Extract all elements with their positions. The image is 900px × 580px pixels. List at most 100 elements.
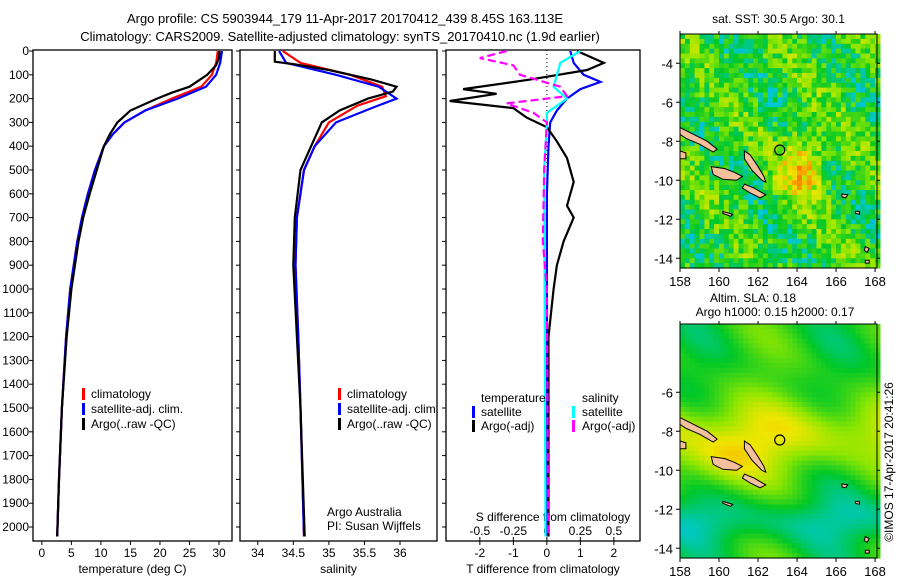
map-cell (875, 475, 881, 481)
map-cell (845, 324, 852, 330)
map-cell (767, 523, 774, 530)
map-cell (758, 253, 764, 259)
map-cell (684, 204, 691, 211)
map-cell (840, 450, 847, 457)
map-cell (787, 338, 793, 345)
map-cell (845, 146, 852, 152)
map-cell (806, 34, 813, 40)
map-cell (840, 204, 847, 211)
map-cell (719, 484, 725, 491)
map-cell (855, 455, 861, 462)
map-cell (806, 43, 813, 50)
map-cell (865, 455, 871, 462)
map-cell (772, 219, 779, 225)
map-cell (860, 538, 866, 544)
map-cell (777, 348, 783, 354)
map-cell (865, 141, 871, 147)
map-cell (797, 68, 803, 74)
map-cell (792, 431, 798, 437)
map-cell (748, 470, 754, 476)
map-cell (855, 504, 861, 510)
map-cell (748, 387, 754, 393)
map-cell (816, 372, 822, 379)
map-cell (689, 397, 696, 403)
map-cell (875, 219, 881, 225)
map-cell (743, 436, 749, 442)
map-cell (836, 328, 842, 335)
map-cell (801, 160, 808, 167)
map-cell (704, 519, 710, 525)
map-cell (723, 377, 730, 384)
map-cell (806, 328, 813, 335)
map-cell (826, 209, 832, 215)
map-cell (680, 338, 686, 345)
map-cell (792, 180, 798, 186)
map-cell (699, 553, 705, 559)
map-cell (870, 248, 876, 254)
map-cell (733, 519, 740, 525)
map-cell (845, 538, 852, 544)
map-cell (806, 175, 813, 181)
map-cell (792, 43, 798, 50)
map-cell (821, 224, 827, 230)
map-cell (772, 175, 779, 181)
map-cell (782, 63, 788, 69)
map-cell (762, 116, 769, 123)
map-cell (855, 358, 861, 364)
map-cell (680, 77, 686, 84)
map-cell (806, 450, 813, 457)
map-cell (709, 465, 715, 471)
map-cell (714, 63, 720, 69)
map-cell (850, 224, 857, 230)
map-cell (855, 538, 861, 544)
map-cell (792, 190, 798, 196)
map-cell (714, 160, 720, 167)
map-cell (840, 126, 847, 133)
map-cell (816, 553, 822, 559)
map-cell (801, 185, 808, 191)
map-cell (723, 204, 730, 211)
map-cell (723, 436, 730, 442)
map-cell (684, 387, 691, 393)
map-cell (767, 441, 774, 447)
map-cell (728, 387, 735, 393)
title-line-1: Argo profile: CS 5903944_179 11-Apr-2017… (127, 11, 563, 26)
map-cell (816, 131, 822, 137)
map-cell (875, 199, 881, 206)
map-cell (684, 489, 691, 496)
map-cell (816, 180, 822, 186)
map-cell (738, 338, 744, 345)
map-cell (806, 190, 813, 196)
map-cell (801, 214, 808, 220)
map-cell (728, 73, 735, 79)
map-cell (694, 155, 701, 162)
map-cell (875, 107, 881, 113)
map-cell (748, 553, 754, 559)
map-cell (792, 185, 798, 191)
map-cell (831, 416, 837, 423)
map-cell (811, 97, 818, 103)
map-cell (826, 333, 832, 340)
map-cell (865, 504, 871, 510)
map-cell (821, 499, 827, 505)
map-cell (728, 353, 735, 359)
map-cell (811, 480, 818, 486)
map-cell (801, 48, 808, 55)
map-cell (821, 328, 827, 335)
map-cell (811, 543, 818, 549)
map-cell (738, 224, 744, 230)
map-cell (772, 165, 779, 172)
map-cell (870, 131, 876, 137)
map-cell (728, 455, 735, 462)
map-cell (836, 77, 842, 84)
map-cell (719, 450, 725, 457)
map-cell (777, 97, 783, 103)
map-cell (850, 553, 857, 559)
map-cell (753, 68, 759, 74)
map-cell (811, 455, 818, 462)
map-cell (777, 480, 783, 486)
map-cell (767, 499, 774, 505)
map-cell (699, 238, 705, 245)
map-cell (733, 392, 740, 398)
